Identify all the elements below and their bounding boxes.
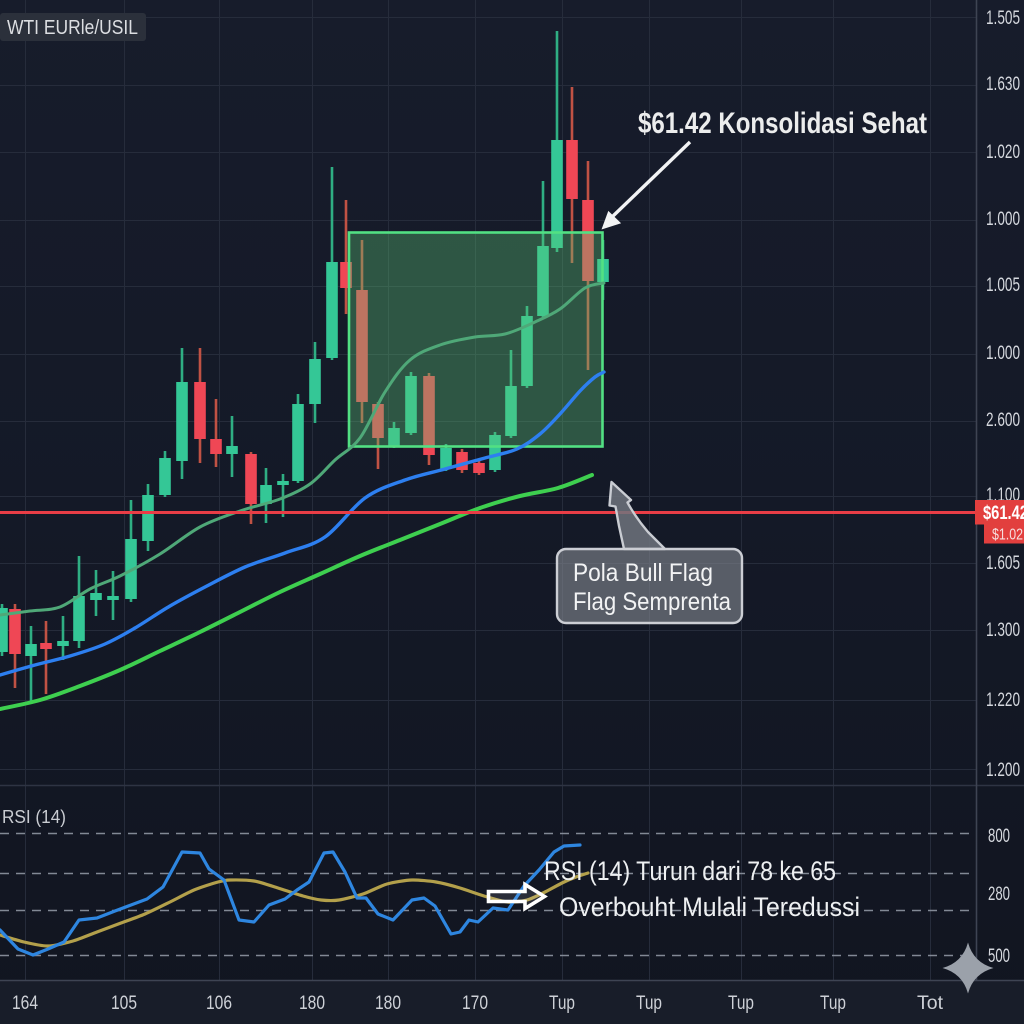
svg-text:Tup: Tup (820, 993, 846, 1014)
svg-text:106: 106 (206, 993, 232, 1014)
svg-text:800: 800 (988, 826, 1010, 847)
svg-text:1.300: 1.300 (986, 620, 1020, 641)
svg-text:500: 500 (988, 946, 1010, 967)
svg-text:1.000: 1.000 (986, 209, 1020, 230)
svg-text:Tup: Tup (728, 993, 754, 1014)
svg-text:$61.42 Konsolidasi Sehat: $61.42 Konsolidasi Sehat (638, 107, 927, 140)
svg-text:1.200: 1.200 (986, 760, 1020, 781)
svg-text:Overbouht Mulali Teredussi: Overbouht Mulali Teredussi (559, 892, 860, 922)
svg-text:$1.02: $1.02 (992, 527, 1023, 544)
svg-text:1.005: 1.005 (986, 275, 1020, 296)
svg-text:RSI (14): RSI (14) (2, 807, 66, 827)
svg-text:2.600: 2.600 (986, 410, 1020, 431)
svg-text:1.000: 1.000 (986, 343, 1020, 364)
svg-text:1.630: 1.630 (986, 74, 1020, 95)
svg-text:1.220: 1.220 (986, 690, 1020, 711)
svg-text:Tup: Tup (636, 993, 662, 1014)
svg-text:1.020: 1.020 (986, 142, 1020, 163)
svg-text:164: 164 (12, 993, 38, 1014)
svg-text:$61.42: $61.42 (983, 503, 1024, 524)
svg-text:Tot: Tot (917, 993, 944, 1014)
svg-text:Flag Semprenta: Flag Semprenta (573, 588, 731, 616)
svg-text:RSI (14) Turun dari 78 ke 65: RSI (14) Turun dari 78 ke 65 (544, 856, 836, 886)
svg-text:Tup: Tup (549, 993, 575, 1014)
svg-text:170: 170 (462, 993, 488, 1014)
svg-text:180: 180 (299, 993, 325, 1014)
svg-text:1.605: 1.605 (986, 553, 1020, 574)
svg-text:180: 180 (375, 993, 401, 1014)
svg-text:WTI EURle/USIL: WTI EURle/USIL (7, 17, 138, 39)
svg-text:1.505: 1.505 (986, 8, 1020, 29)
svg-text:105: 105 (111, 993, 137, 1014)
svg-text:Pola Bull Flag: Pola Bull Flag (573, 559, 713, 587)
svg-text:280: 280 (988, 884, 1010, 905)
